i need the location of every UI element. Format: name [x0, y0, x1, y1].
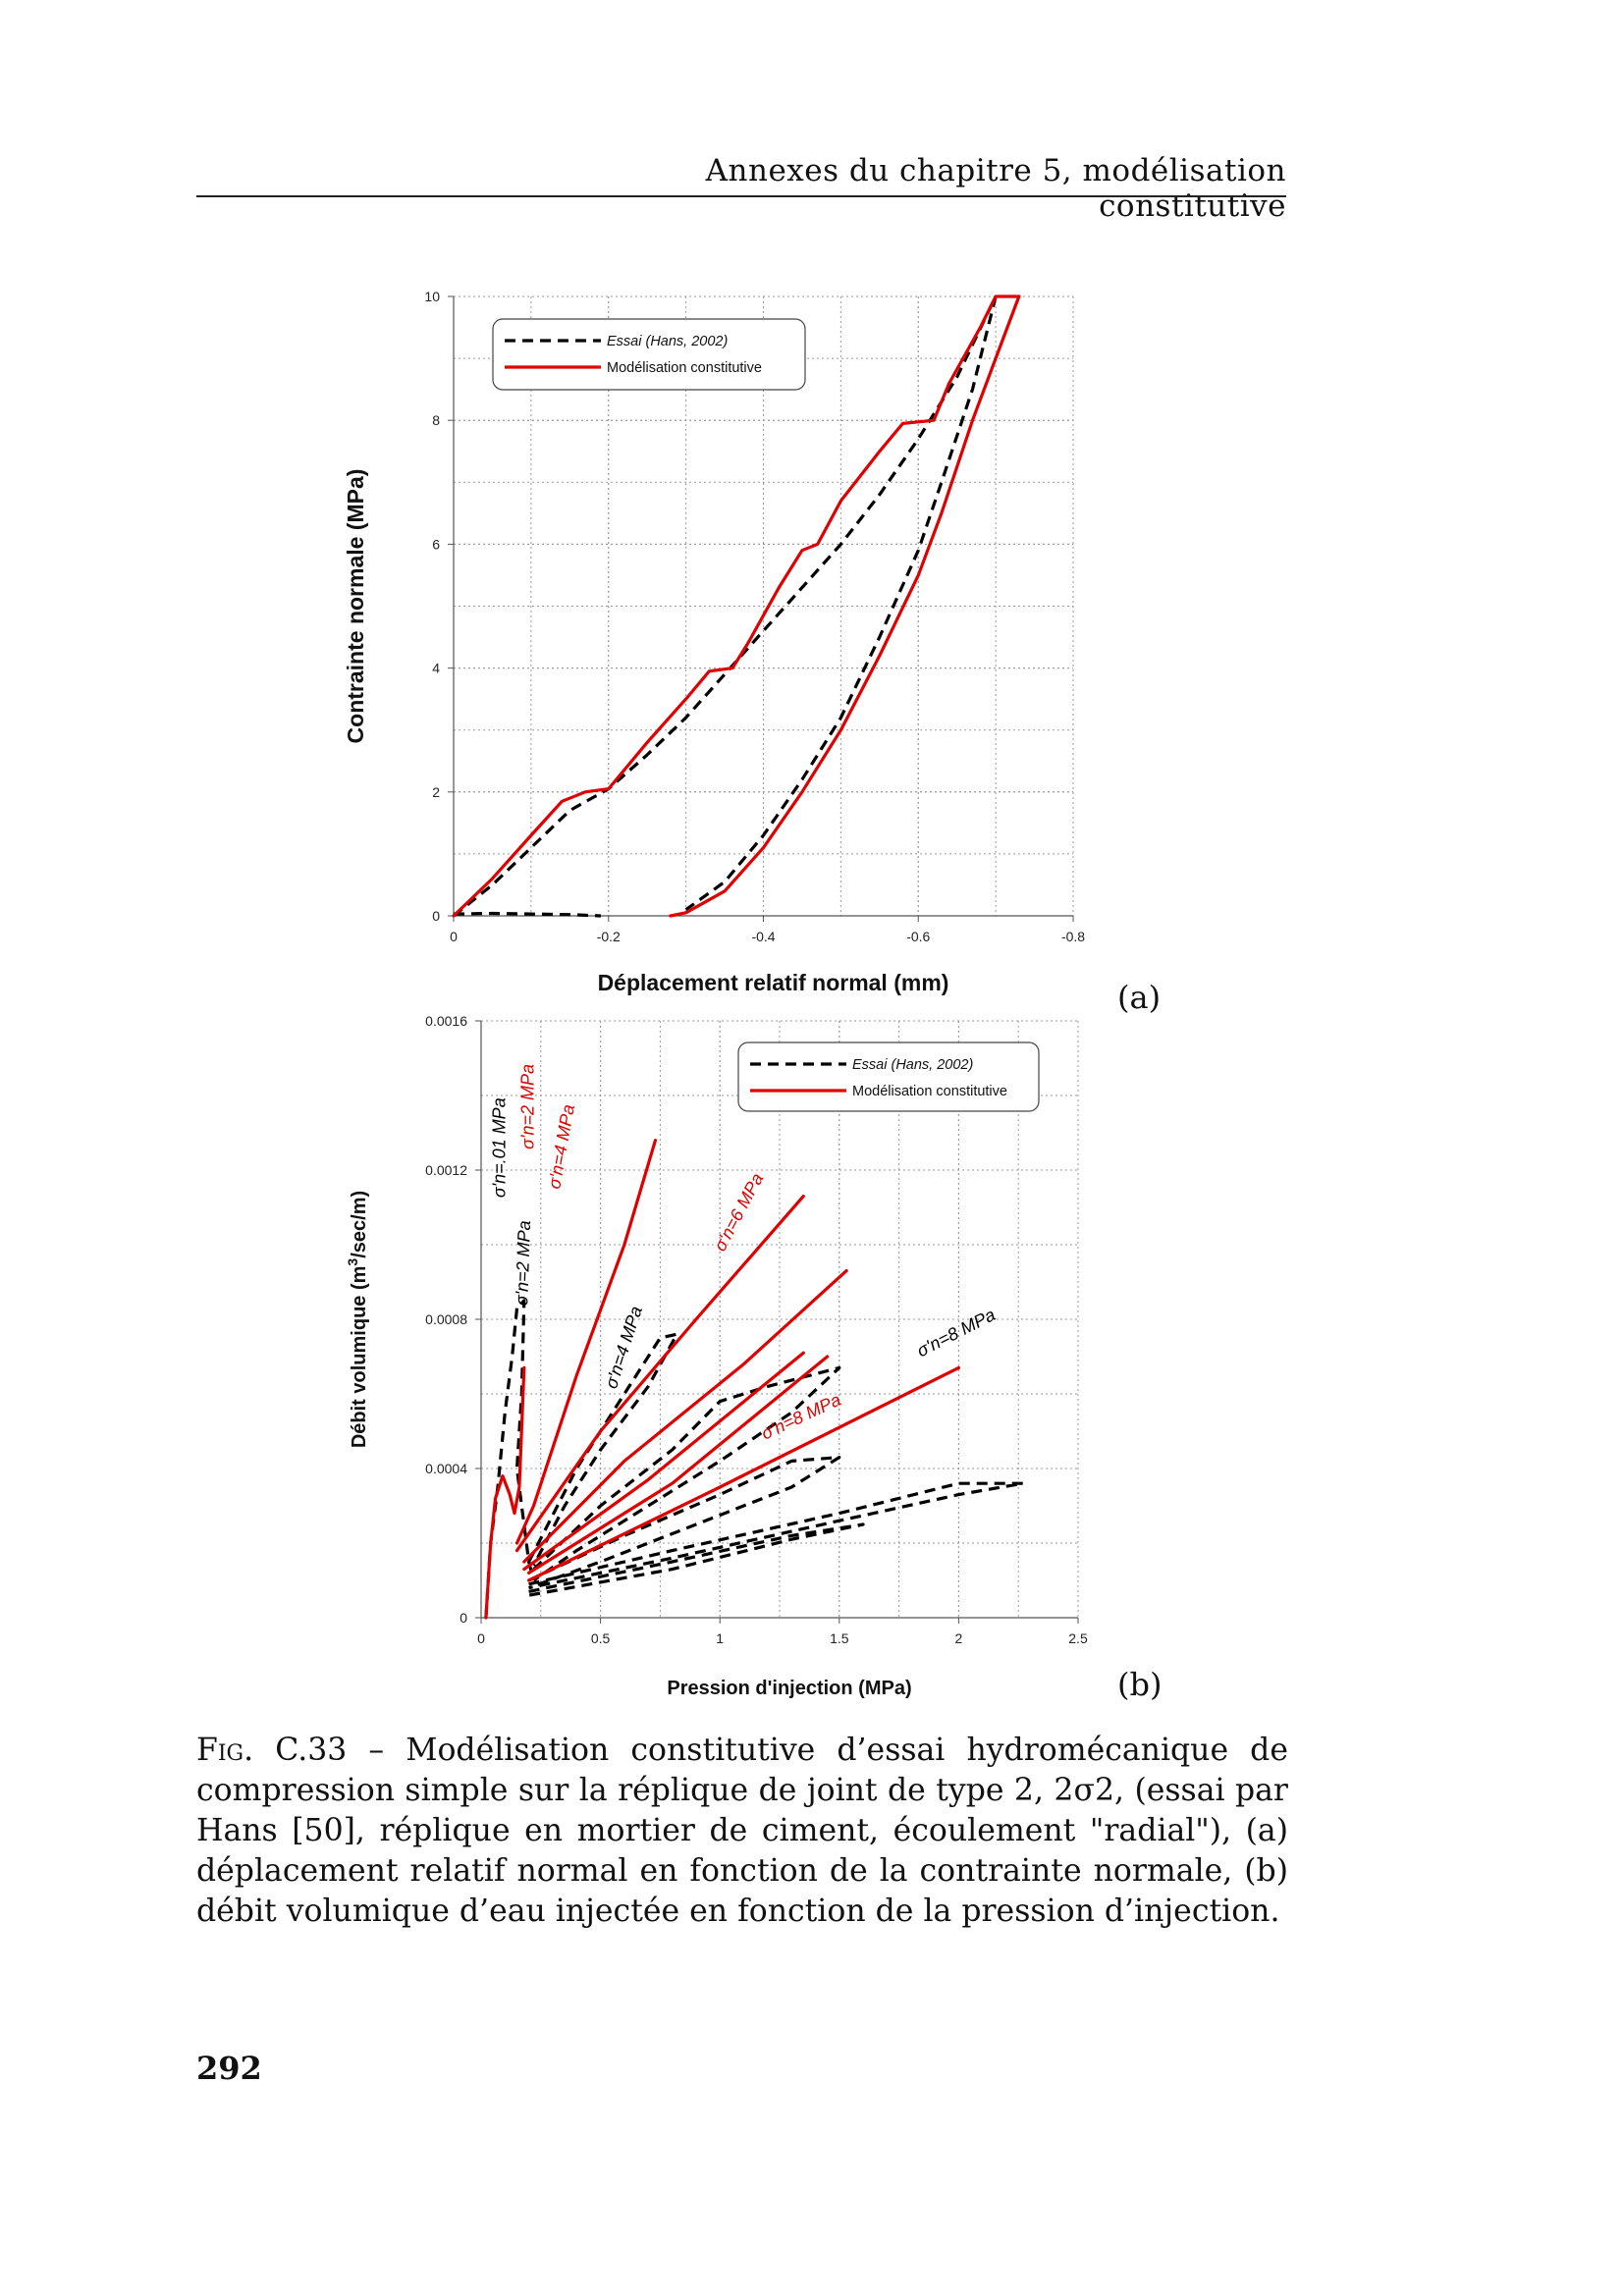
grid [480, 1020, 1079, 1619]
model-series-line [484, 1365, 526, 1620]
stress-annotation: σ'n=4 MPa [601, 1304, 646, 1391]
y-axis-title: Contrainte normale (MPa) [343, 469, 368, 744]
chart-b: 0 0.5 1 1.5 2 2.5 0 0.0004 0.0008 0.0012 0.0016 Pre… [345, 1013, 1162, 1703]
x-tick-label: -0.4 [751, 929, 775, 944]
x-tick-label: 2 [955, 1630, 963, 1646]
legend-label-model: Modélisation constitutive [852, 1084, 1007, 1099]
stress-annotation: σ'n=2 MPa [512, 1220, 534, 1306]
running-header: Annexes du chapitre 5, modélisation cons… [705, 153, 1286, 224]
test-series-line [453, 911, 601, 918]
model-series-line [522, 1351, 805, 1572]
test-series-line [528, 1522, 865, 1597]
y-tick-label: 6 [432, 536, 440, 552]
test-series-line [684, 295, 998, 911]
grid [453, 295, 1074, 917]
stress-annotation: σ'n=.01 MPa [489, 1097, 509, 1198]
stress-annotation: σ'n=8 MPa [913, 1305, 998, 1361]
y-tick-label: 0 [432, 908, 440, 924]
y-tick-label: 0 [460, 1610, 467, 1626]
model-series-line [522, 1269, 848, 1564]
x-tick-label: 0 [477, 1630, 485, 1646]
legend-box [737, 1041, 1040, 1112]
x-tick-label: 1.5 [830, 1630, 849, 1646]
stress-annotation: σ'n=2 MPa [518, 1064, 538, 1149]
y-tick-label: 0.0004 [425, 1461, 467, 1476]
legend-label-test: Essai (Hans, 2002) [607, 334, 728, 349]
legend: Essai (Hans, 2002) Modélisation constitut… [737, 1041, 1040, 1112]
model-series-line [514, 1195, 805, 1553]
y-tick-label: 10 [424, 289, 440, 304]
test-series-line [532, 1365, 841, 1582]
chart-a: 0 -0.2 -0.4 -0.6 -0.8 0 2 4 6 8 10 Déplacement rela… [343, 289, 1161, 1016]
model-series-line [452, 294, 1021, 918]
model-series-line [527, 1355, 830, 1575]
x-tick-label: -0.8 [1061, 929, 1085, 944]
x-tick-label: 2.5 [1068, 1630, 1088, 1646]
legend-label-model: Modélisation constitutive [607, 360, 762, 376]
panel-label: (a) [1117, 979, 1161, 1016]
stress-annotation: σ'n=6 MPa [710, 1170, 767, 1255]
x-tick-label: 1 [716, 1630, 724, 1646]
x-tick-label: -0.6 [906, 929, 930, 944]
stress-annotation: σ'n=4 MPa [544, 1103, 578, 1191]
y-tick-label: 8 [432, 412, 440, 428]
y-tick-label: 0.0012 [425, 1162, 467, 1178]
page-number: 292 [196, 2050, 262, 2087]
test-series-line [528, 1481, 1025, 1590]
x-tick-label: -0.2 [597, 929, 621, 944]
y-tick-label: 0.0016 [425, 1013, 467, 1029]
x-tick-label: 0.5 [591, 1630, 611, 1646]
model-series-line [514, 1139, 658, 1545]
y-axis-title-part: Débit volumique (m [349, 1266, 370, 1449]
model-series-line [527, 1365, 960, 1582]
test-series-line [527, 1456, 841, 1590]
x-tick-label: 0 [450, 929, 458, 944]
y-axis-title: Débit volumique (m3/sec/m) [345, 1191, 370, 1448]
model-series-line [669, 294, 1021, 918]
y-axis-title-sup: 3 [345, 1258, 360, 1266]
test-series-line [484, 1299, 536, 1619]
y-axis-title-part: /sec/m) [349, 1191, 370, 1258]
x-axis-title: Déplacement relatif normal (mm) [598, 970, 949, 995]
y-tick-label: 0.0008 [425, 1311, 467, 1327]
x-axis-title: Pression d'injection (MPa) [667, 1678, 911, 1699]
legend-label-test: Essai (Hans, 2002) [852, 1057, 973, 1073]
panel-label: (b) [1117, 1666, 1162, 1703]
figure-caption: Fig. C.33 – Modélisation constitutive d’… [196, 1731, 1288, 1932]
y-tick-label: 2 [432, 784, 440, 800]
header-rule [196, 195, 1286, 197]
caption-text: – Modélisation constitutive d’essai hydr… [196, 1733, 1288, 1929]
y-tick-label: 4 [432, 661, 440, 676]
caption-label: Fig. C.33 [196, 1733, 348, 1768]
legend: Essai (Hans, 2002) Modélisation constitut… [492, 318, 806, 391]
legend-box [492, 318, 806, 391]
stress-annotation: σ'n=8 MPa [758, 1390, 843, 1444]
